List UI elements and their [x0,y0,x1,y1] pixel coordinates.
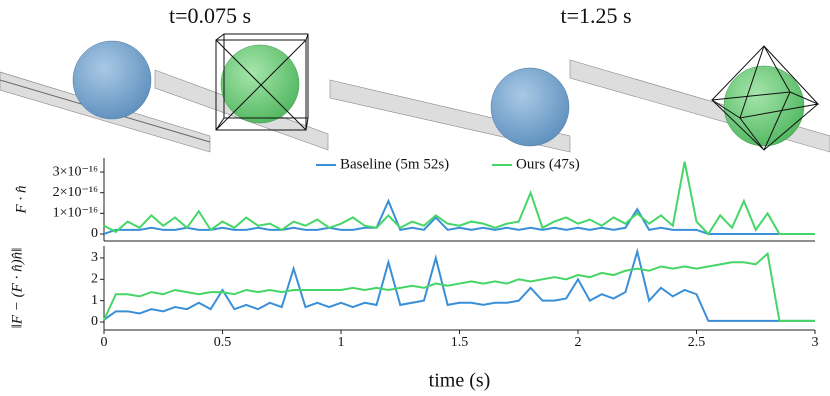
x-tick-label: 2.5 [688,335,706,350]
y-tick-label: 2×10⁻¹⁶ [53,185,98,200]
y-tick-label: 2 [91,272,98,287]
y-tick-label: 3 [91,250,98,265]
line [103,251,815,322]
y-tick-label: 1 [91,293,98,308]
x-tick-label: 0 [101,335,108,350]
line [103,161,815,236]
x-tick-label: 3 [812,335,819,350]
x-tick-label: 2 [575,335,582,350]
y-axis-label: F · n̂ [13,186,29,215]
y-tick-label: 1×10⁻¹⁶ [53,206,98,221]
legend-label: Ours (47s) [516,156,580,172]
line [103,247,815,322]
y-axis-label: ‖F − (F · n̂)n̂‖ [9,248,25,329]
legend-label: Baseline (5m 52s) [340,156,449,172]
x-tick-label: 0.5 [214,335,232,350]
caption: t=1.25 s [560,3,631,28]
line [103,198,815,235]
x-axis-label: time (s) [429,370,491,392]
y-tick-label: 0 [91,226,98,241]
y-tick-label: 0 [91,314,98,329]
x-tick-label: 1.5 [451,335,469,350]
y-tick-label: 3×10⁻¹⁶ [53,164,98,179]
renderings [0,33,830,153]
caption: t=0.075 s [169,3,251,28]
x-tick-label: 1 [338,335,345,350]
